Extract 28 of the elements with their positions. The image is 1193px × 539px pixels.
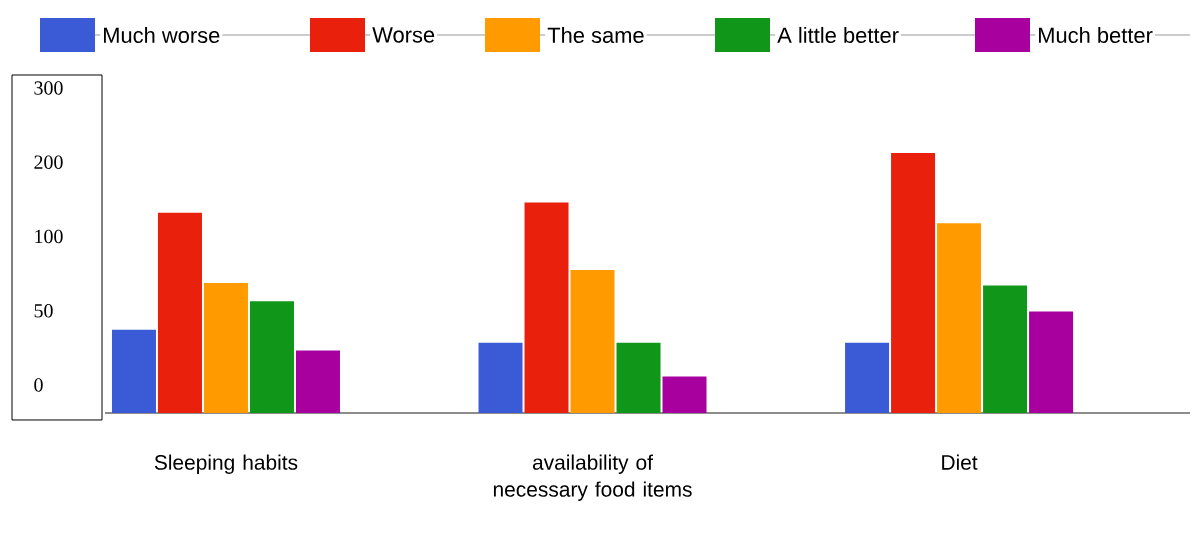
text: 0 [34,378,43,392]
text: 300 [34,81,63,95]
x-tick-label: Sleeping habits [154,454,298,475]
bar [845,342,890,413]
text: 100 [35,229,63,244]
text: 200 [34,155,63,169]
bar [937,223,982,413]
x-tick-label: availability of necessary food items [493,454,692,501]
x-tick-label: Diet [942,454,978,470]
legend-label: The same [547,26,644,44]
bar [524,202,569,413]
text: 50 [34,304,53,318]
bar [203,282,248,413]
legend-label: Much better [1039,26,1153,44]
bar [662,376,707,413]
legend-label: A little better [777,26,899,44]
bar [157,212,202,413]
legend-label: Worse [372,27,435,43]
bar [295,350,340,413]
bar [616,342,661,413]
bar [478,342,523,413]
bar [891,152,936,413]
bar [983,285,1028,413]
bar [249,301,294,413]
bar [111,329,156,413]
bar [1029,311,1074,413]
legend-label: Much worse [104,26,220,44]
bar [570,269,615,413]
